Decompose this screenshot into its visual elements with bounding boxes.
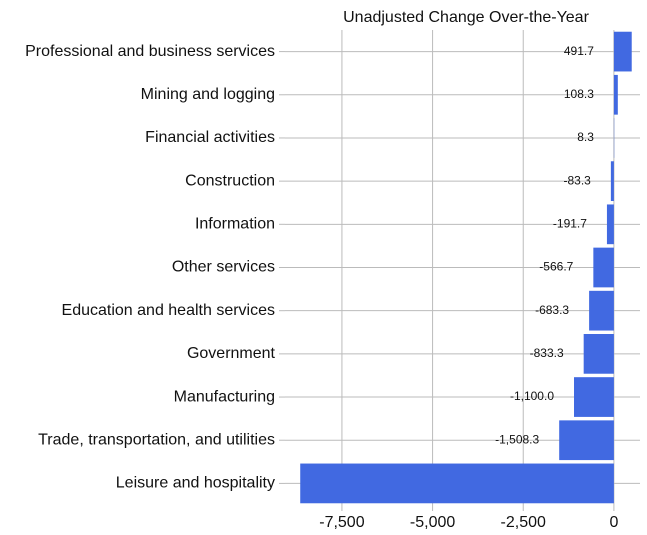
bar [300,463,614,504]
y-tick-label: Government [187,345,276,362]
y-tick-label: Education and health services [62,302,275,319]
bar [589,290,614,331]
value-label: 108.3 [564,87,594,101]
bar [613,74,618,115]
bar [613,31,632,72]
x-tick-label: -5,000 [410,514,455,531]
y-tick-label: Information [195,216,275,233]
x-tick-label: -7,500 [319,514,364,531]
x-tick-label: -2,500 [501,514,546,531]
value-label: -1,100.0 [510,389,554,403]
value-label: -83.3 [564,173,592,187]
value-label: -191.7 [553,216,587,230]
bar [593,247,614,288]
value-label: -566.7 [539,260,573,274]
y-tick-label: Trade, transportation, and utilities [38,431,275,448]
y-tick-label: Mining and logging [141,86,275,103]
y-tick-label: Leisure and hospitality [116,475,275,492]
bar [606,204,614,245]
chart-title: Unadjusted Change Over-the-Year [343,9,589,26]
value-label: -833.3 [530,346,564,360]
bar [583,334,614,374]
value-label: 8.3 [577,130,594,144]
value-label: 491.7 [564,44,594,58]
bar [559,420,614,461]
y-tick-label: Manufacturing [174,388,275,405]
x-tick-label: 0 [609,514,618,531]
value-label: -1,508.3 [495,432,539,446]
y-tick-label: Construction [185,172,275,189]
y-tick-label: Other services [172,259,275,276]
y-tick-label: Professional and business services [25,43,275,60]
bar [610,161,614,201]
value-label: -683.3 [535,303,569,317]
y-tick-label: Financial activities [145,129,275,146]
bar [574,377,614,417]
